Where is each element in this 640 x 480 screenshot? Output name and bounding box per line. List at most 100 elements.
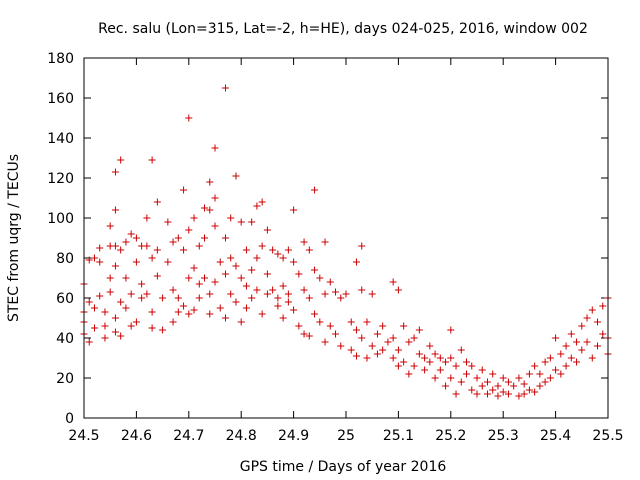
data-point: [415, 350, 423, 358]
y-tick-label: 60: [56, 291, 74, 307]
data-point: [148, 254, 156, 262]
data-point: [190, 306, 198, 314]
data-point: [96, 244, 104, 252]
data-point: [368, 290, 376, 298]
data-point: [326, 322, 334, 330]
data-point: [321, 238, 329, 246]
data-point: [227, 214, 235, 222]
data-point: [368, 342, 376, 350]
data-point: [573, 338, 581, 346]
data-point: [599, 302, 607, 310]
data-point: [599, 330, 607, 338]
data-point: [122, 238, 130, 246]
data-point: [258, 242, 266, 250]
data-point: [463, 370, 471, 378]
data-point: [468, 386, 476, 394]
y-tick-label: 160: [47, 91, 74, 107]
data-point: [546, 374, 554, 382]
data-point: [153, 198, 161, 206]
data-point: [132, 258, 140, 266]
data-point: [536, 382, 544, 390]
data-point: [436, 354, 444, 362]
data-point: [201, 234, 209, 242]
data-point: [410, 334, 418, 342]
data-point: [195, 280, 203, 288]
data-point: [90, 304, 98, 312]
data-point: [541, 378, 549, 386]
data-point: [96, 292, 104, 300]
data-point: [525, 370, 533, 378]
data-point: [201, 204, 209, 212]
data-point: [111, 328, 119, 336]
data-point: [148, 324, 156, 332]
data-point: [206, 178, 214, 186]
data-point: [232, 172, 240, 180]
data-point: [85, 298, 93, 306]
x-tick-label: 24.5: [68, 428, 99, 444]
data-point: [332, 330, 340, 338]
data-point: [279, 282, 287, 290]
data-point: [106, 222, 114, 230]
data-point: [332, 288, 340, 296]
data-point: [159, 294, 167, 302]
data-point: [520, 380, 528, 388]
data-point: [552, 334, 560, 342]
data-point: [117, 156, 125, 164]
data-point: [258, 310, 266, 318]
data-point: [567, 330, 575, 338]
data-point: [143, 242, 151, 250]
data-point: [295, 270, 303, 278]
data-point: [426, 358, 434, 366]
data-point: [478, 366, 486, 374]
data-point: [242, 282, 250, 290]
data-point: [90, 254, 98, 262]
data-point: [321, 338, 329, 346]
data-point: [127, 230, 135, 238]
data-point: [232, 298, 240, 306]
data-point: [352, 352, 360, 360]
data-point: [342, 290, 350, 298]
data-point: [578, 346, 586, 354]
data-point: [358, 286, 366, 294]
data-point: [253, 286, 261, 294]
data-point: [520, 390, 528, 398]
data-point: [290, 206, 298, 214]
data-point: [221, 234, 229, 242]
data-point: [122, 274, 130, 282]
data-point: [111, 168, 119, 176]
data-point: [389, 334, 397, 342]
data-point: [211, 278, 219, 286]
data-point: [594, 318, 602, 326]
data-point: [510, 382, 518, 390]
data-point: [216, 258, 224, 266]
data-point: [274, 294, 282, 302]
x-tick-label: 25.1: [383, 428, 414, 444]
data-point: [284, 246, 292, 254]
data-point: [452, 362, 460, 370]
data-point: [143, 290, 151, 298]
x-tick-label: 25: [337, 428, 355, 444]
y-tick-label: 140: [47, 131, 74, 147]
data-point: [431, 350, 439, 358]
data-point: [195, 294, 203, 302]
data-point: [242, 246, 250, 254]
data-point: [85, 256, 93, 264]
data-point: [111, 242, 119, 250]
data-point: [594, 342, 602, 350]
data-point: [405, 338, 413, 346]
data-point: [290, 258, 298, 266]
data-point: [536, 370, 544, 378]
data-point: [400, 322, 408, 330]
data-point: [169, 318, 177, 326]
y-tick-label: 120: [47, 171, 74, 187]
y-tick-label: 100: [47, 211, 74, 227]
data-point: [394, 346, 402, 354]
x-tick-label: 24.6: [121, 428, 152, 444]
data-point: [300, 286, 308, 294]
data-point: [389, 354, 397, 362]
data-point: [174, 294, 182, 302]
data-point: [347, 346, 355, 354]
data-point: [211, 222, 219, 230]
data-point: [373, 330, 381, 338]
data-point: [211, 144, 219, 152]
